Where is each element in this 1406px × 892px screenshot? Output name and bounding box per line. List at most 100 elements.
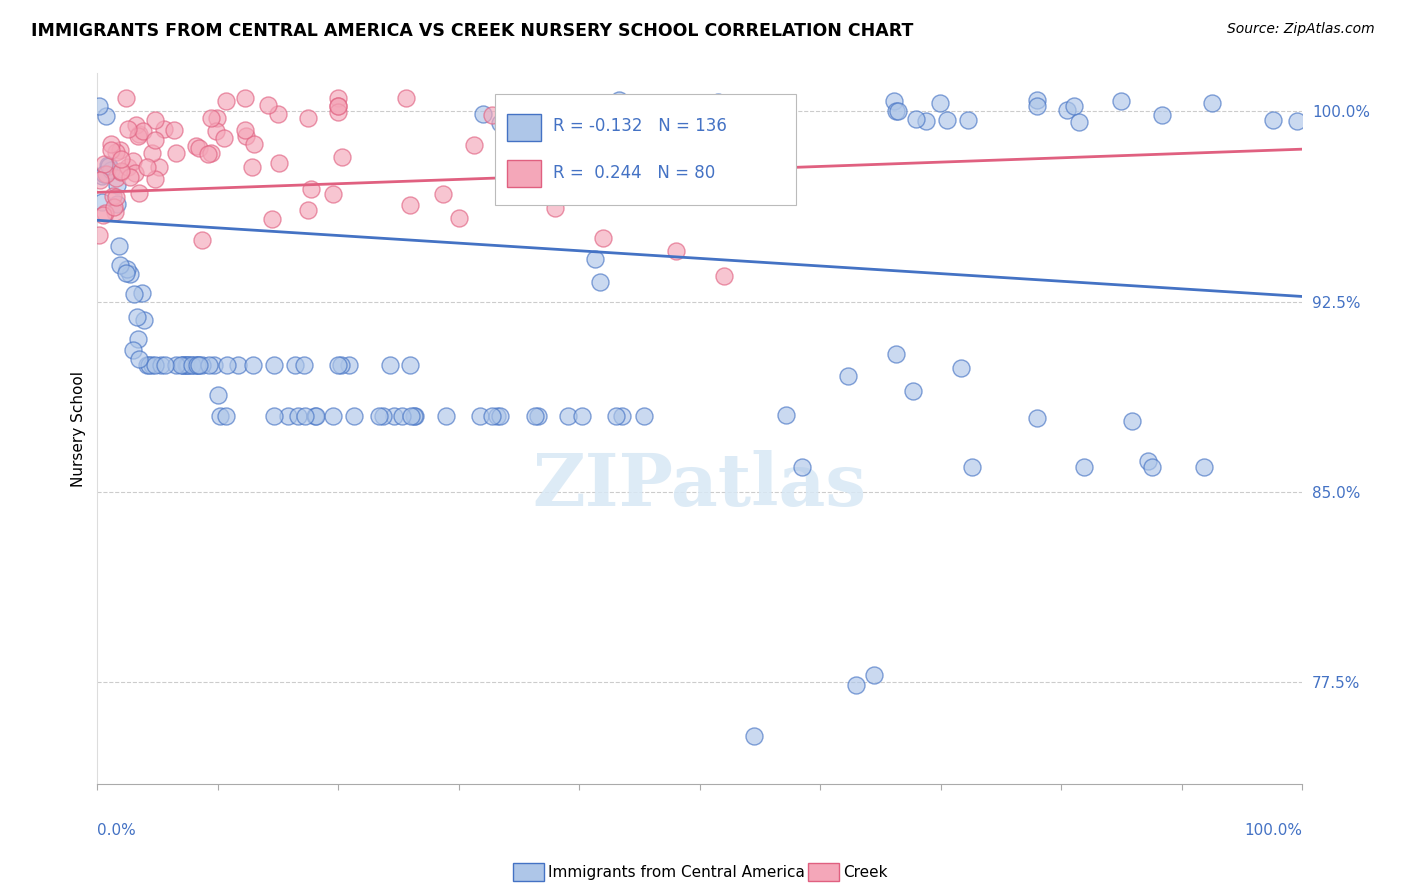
Point — [583, 252, 606, 266]
Point — [1121, 413, 1143, 427]
Point — [371, 409, 394, 423]
Point — [904, 112, 927, 127]
Point — [884, 103, 907, 118]
Point — [117, 122, 139, 136]
Point — [1067, 115, 1090, 129]
Point — [845, 678, 868, 692]
Point — [153, 358, 176, 372]
Point — [243, 136, 266, 151]
Point — [105, 190, 128, 204]
Point — [605, 409, 627, 423]
Text: R = -0.132   N = 136: R = -0.132 N = 136 — [553, 117, 727, 135]
Point — [915, 114, 938, 128]
Point — [186, 358, 208, 372]
Point — [152, 121, 174, 136]
Point — [263, 358, 285, 372]
Bar — [508, 160, 541, 186]
Point — [198, 358, 221, 372]
Point — [337, 358, 360, 372]
Point — [294, 409, 316, 423]
Point — [98, 159, 121, 173]
Point — [141, 146, 163, 161]
Point — [200, 112, 222, 126]
Point — [568, 144, 591, 158]
Point — [114, 91, 136, 105]
Point — [1025, 99, 1047, 113]
Point — [242, 358, 264, 372]
Point — [883, 94, 905, 108]
Point — [343, 409, 366, 423]
Point — [108, 144, 131, 158]
Point — [1111, 94, 1133, 108]
Point — [181, 358, 204, 372]
Point — [184, 358, 207, 372]
Point — [105, 145, 128, 160]
Point — [110, 258, 132, 272]
Point — [240, 161, 263, 175]
Point — [304, 409, 326, 423]
Point — [165, 358, 187, 372]
Point — [143, 133, 166, 147]
Point — [792, 459, 814, 474]
Point — [215, 94, 238, 108]
Point — [205, 124, 228, 138]
Point — [544, 201, 567, 215]
Point — [706, 95, 728, 109]
Point — [837, 369, 859, 384]
Point — [89, 173, 111, 187]
Point — [527, 409, 550, 423]
Point — [184, 139, 207, 153]
Point — [949, 361, 972, 376]
Point — [200, 145, 222, 160]
Point — [87, 99, 110, 113]
Point — [481, 108, 503, 122]
Point — [118, 170, 141, 185]
Text: ZIPatlas: ZIPatlas — [533, 450, 868, 521]
Point — [207, 111, 229, 125]
Point — [1025, 93, 1047, 107]
Point — [1261, 112, 1284, 127]
FancyBboxPatch shape — [495, 95, 796, 204]
Point — [94, 205, 117, 219]
Point — [936, 113, 959, 128]
Point — [1073, 459, 1095, 474]
Point — [117, 160, 139, 174]
Point — [176, 358, 198, 372]
Point — [571, 409, 593, 423]
Point — [105, 196, 128, 211]
Point — [110, 153, 132, 167]
Point — [101, 189, 124, 203]
Point — [292, 358, 315, 372]
Point — [326, 358, 349, 372]
Point — [103, 200, 125, 214]
Y-axis label: Nursery School: Nursery School — [72, 370, 86, 486]
Point — [176, 358, 198, 372]
Point — [127, 128, 149, 143]
Point — [128, 352, 150, 367]
Point — [100, 162, 122, 177]
Point — [592, 231, 614, 245]
Point — [233, 123, 256, 137]
Point — [299, 182, 322, 196]
Point — [212, 130, 235, 145]
Point — [1063, 99, 1085, 113]
Point — [135, 160, 157, 174]
Point — [384, 409, 406, 423]
Point — [367, 409, 389, 423]
Point — [115, 266, 138, 280]
Point — [863, 668, 886, 682]
Point — [165, 146, 187, 161]
Point — [263, 409, 285, 423]
Point — [132, 313, 155, 327]
Point — [202, 358, 225, 372]
Point — [1286, 113, 1309, 128]
Point — [742, 729, 765, 743]
Point — [557, 409, 579, 423]
Point — [576, 144, 599, 158]
Point — [404, 409, 426, 423]
Text: Source: ZipAtlas.com: Source: ZipAtlas.com — [1227, 22, 1375, 37]
Point — [600, 99, 623, 113]
Point — [489, 409, 512, 423]
Point — [523, 409, 546, 423]
Point — [97, 158, 120, 172]
